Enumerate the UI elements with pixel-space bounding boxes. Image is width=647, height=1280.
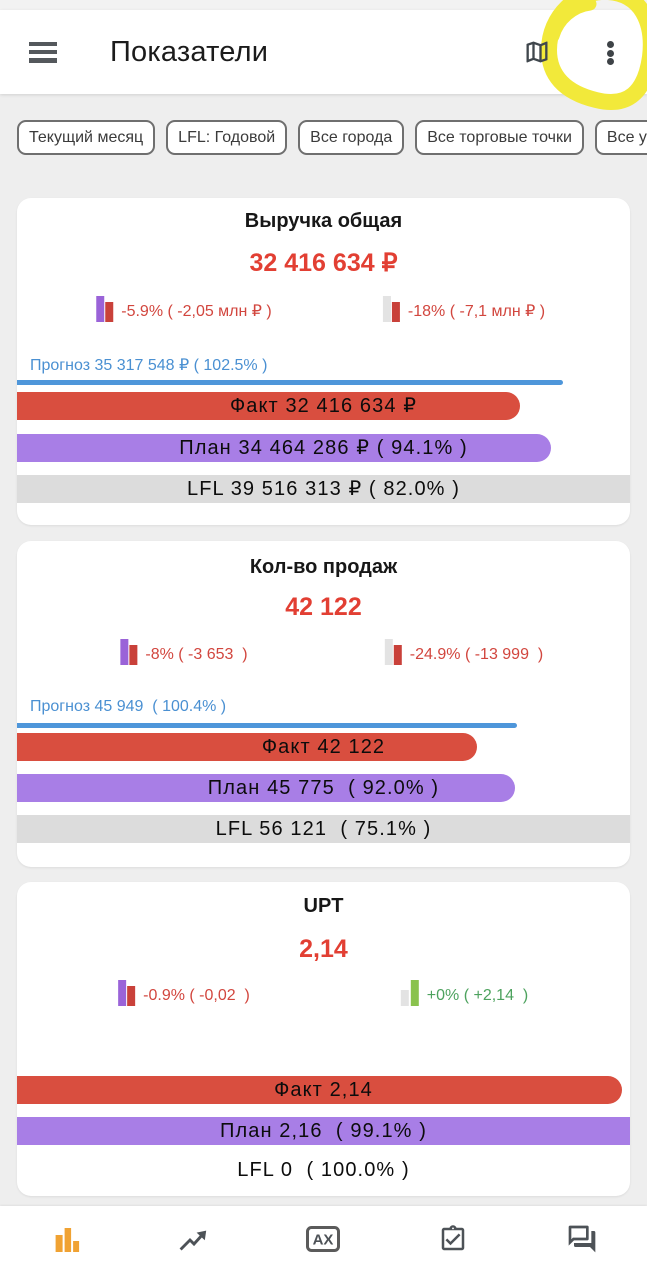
- svg-text:AX: AX: [313, 1231, 334, 1248]
